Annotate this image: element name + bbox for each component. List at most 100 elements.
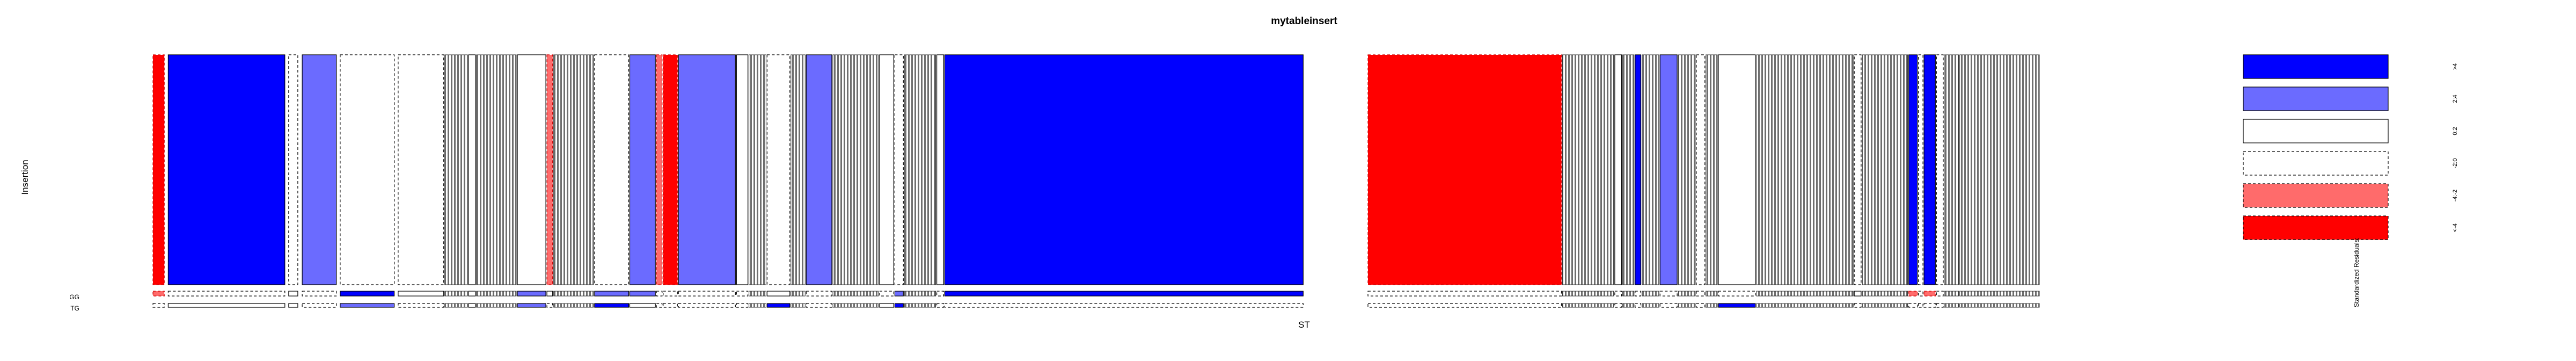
- mosaic-tile: [1635, 54, 1642, 285]
- mosaic-tile: [1622, 54, 1635, 285]
- mosaic-tile: [444, 303, 468, 308]
- legend-label: <-4: [2452, 223, 2458, 232]
- mosaic-tile: [629, 291, 656, 297]
- mosaic-tile: [936, 54, 944, 285]
- mosaic-tile: [1718, 291, 1756, 297]
- mosaic-tile: [476, 303, 517, 308]
- mosaic-tile: [468, 54, 476, 285]
- mosaic-tile: [1944, 291, 1959, 297]
- mosaic-tile: [678, 303, 736, 308]
- mosaic-tile: [944, 54, 1304, 285]
- mosaic-tile: [340, 291, 395, 297]
- mosaic-tile: [468, 291, 476, 297]
- mosaic-tile: [766, 54, 791, 285]
- mosaic-tile: [167, 291, 286, 297]
- mosaic-tile: [1622, 291, 1635, 297]
- mosaic-tile: [1706, 54, 1718, 285]
- mosaic-tile: [894, 303, 904, 308]
- mosaic-tile: [546, 291, 553, 297]
- mosaic-tile: [766, 291, 791, 297]
- legend-swatch: [2243, 215, 2389, 240]
- mosaic-tile: [936, 303, 944, 308]
- x-axis-label: ST: [1298, 320, 1310, 330]
- mosaic-tile: [936, 291, 944, 297]
- mosaic-tile: [594, 54, 630, 285]
- mosaic-tile: [288, 54, 298, 285]
- legend: >4 2:4 0:2 -2:0 -4:-2 <-4: [2243, 54, 2458, 240]
- mosaic-tile: [736, 303, 749, 308]
- mosaic-tile: [1718, 54, 1756, 285]
- mosaic-tile: [1908, 291, 1918, 297]
- mosaic-tile: [398, 303, 444, 308]
- mosaic-tile: [1659, 54, 1678, 285]
- legend-swatch: [2243, 54, 2389, 79]
- mosaic-tile: [1936, 54, 1944, 285]
- mosaic-tile: [832, 291, 879, 297]
- mosaic-tile: [340, 54, 395, 285]
- mosaic-tile: [1862, 54, 1908, 285]
- mosaic-tile: [806, 291, 832, 297]
- mosaic-tile: [791, 303, 806, 308]
- mosaic-tile: [444, 291, 468, 297]
- mosaic-tile: [1923, 54, 1936, 285]
- mosaic-tile: [167, 54, 286, 285]
- mosaic-tile: [1635, 303, 1642, 308]
- mosaic-tile: [546, 303, 553, 308]
- mosaic-tile: [1756, 303, 1854, 308]
- mosaic-tile: [1614, 303, 1622, 308]
- mosaic-tile: [663, 303, 678, 308]
- mosaic-tile: [1862, 291, 1908, 297]
- mosaic-tile: [152, 303, 165, 308]
- legend-label: -2:0: [2452, 158, 2458, 169]
- mosaic-tile: [1678, 303, 1696, 308]
- mosaic-tile: [1642, 291, 1659, 297]
- mosaic-tile: [1614, 291, 1622, 297]
- y-tick-label-1: GG: [69, 293, 79, 301]
- mosaic-tile: [594, 303, 630, 308]
- mosaic-tile: [1367, 291, 1562, 297]
- mosaic-tile: [1642, 303, 1659, 308]
- mosaic-tile: [904, 54, 936, 285]
- legend-swatch: [2243, 151, 2389, 176]
- mosaic-tile: [1923, 291, 1936, 297]
- mosaic-tile: [553, 54, 594, 285]
- mosaic-tile: [944, 291, 1304, 297]
- mosaic-tile: [1944, 54, 1959, 285]
- mosaic-tile: [1622, 303, 1635, 308]
- legend-label: -4:-2: [2452, 190, 2458, 202]
- mosaic-tile: [1936, 291, 1944, 297]
- mosaic-tile: [1696, 54, 1706, 285]
- mosaic-tile: [517, 291, 546, 297]
- mosaic-tile: [1642, 54, 1659, 285]
- mosaic-tile: [749, 291, 766, 297]
- mosaic-tile: [1908, 54, 1918, 285]
- mosaic-tile: [288, 303, 298, 308]
- mosaic-tile: [1923, 303, 1936, 308]
- mosaic-tile: [894, 291, 904, 297]
- mosaic-tile: [1944, 303, 1959, 308]
- mosaic-tile: [152, 291, 165, 297]
- mosaic-tile: [167, 303, 286, 308]
- y-axis-label: Insertion: [20, 160, 30, 194]
- mosaic-tile: [1756, 54, 1854, 285]
- mosaic-tile: [1756, 291, 1854, 297]
- mosaic-tile: [1718, 303, 1756, 308]
- mosaic-tile: [340, 303, 395, 308]
- mosaic-tile: [1959, 54, 2040, 285]
- legend-label: 0:2: [2452, 127, 2458, 135]
- mosaic-tile: [553, 303, 594, 308]
- legend-label: >4: [2452, 63, 2458, 70]
- mosaic-tile: [629, 303, 656, 308]
- mosaic-tile: [791, 54, 806, 285]
- mosaic-tile: [736, 291, 749, 297]
- mosaic-tile: [1562, 54, 1614, 285]
- mosaic-tile: [468, 303, 476, 308]
- mosaic-tile: [1696, 291, 1706, 297]
- mosaic-tile: [656, 54, 663, 285]
- mosaic-tile: [476, 291, 517, 297]
- mosaic-tile: [517, 54, 546, 285]
- mosaic-tile: [302, 303, 337, 308]
- mosaic-tile: [1854, 291, 1862, 297]
- mosaic-tile: [398, 54, 444, 285]
